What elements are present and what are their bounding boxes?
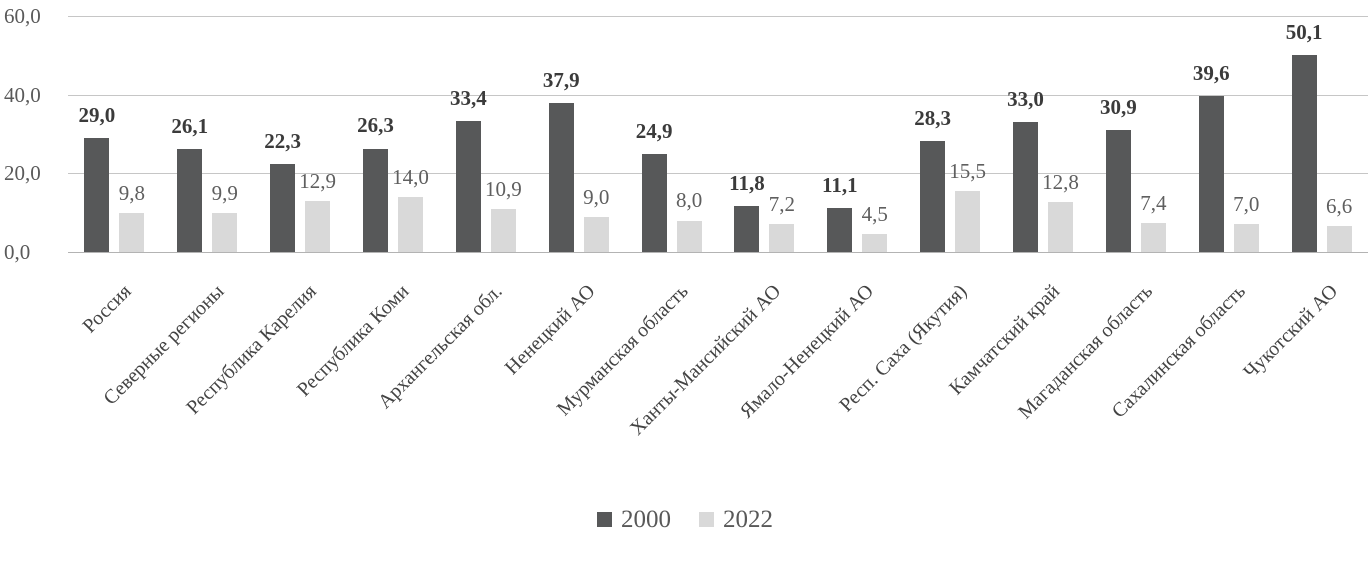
- bar-2022: [583, 216, 609, 252]
- legend-label: 2022: [723, 506, 773, 533]
- bar-2022: [119, 213, 145, 252]
- bar-2000: [920, 140, 946, 252]
- x-axis-label: Чукотский АО: [1239, 280, 1343, 384]
- value-label-2000: 33,0: [1007, 87, 1044, 112]
- bar-2022: [1048, 201, 1073, 252]
- bar-2000: [84, 137, 110, 252]
- value-label-2000: 22,3: [264, 129, 302, 154]
- value-label-2000: 26,3: [357, 113, 394, 138]
- bar-2022: [1140, 222, 1166, 252]
- bar-2022: [955, 191, 981, 252]
- y-axis-tick-label: 0,0: [4, 240, 31, 264]
- gridline-y60: [68, 16, 1368, 17]
- bar-2022: [862, 234, 888, 252]
- bar-2000: [641, 154, 667, 252]
- bar-2022: [490, 209, 516, 252]
- bar-2000: [1013, 122, 1038, 252]
- legend: 2000 2022: [0, 507, 1370, 532]
- value-label-2000: 29,0: [78, 102, 116, 127]
- gridline-y20: [68, 173, 1368, 175]
- value-label-2022: 9,9: [211, 180, 238, 205]
- bar-2022: [1326, 226, 1352, 252]
- bar-2000: [177, 149, 203, 252]
- value-label-2000: 33,4: [449, 85, 487, 110]
- bar-2000: [363, 148, 388, 252]
- bar-2000: [1198, 96, 1224, 252]
- bar-2000: [270, 164, 296, 252]
- bar-2000: [734, 205, 760, 252]
- value-label-2022: 4,5: [861, 202, 888, 227]
- x-axis-label: Россия: [78, 280, 136, 338]
- value-label-2000: 24,9: [635, 118, 673, 143]
- y-axis-tick-label: 20,0: [4, 161, 41, 186]
- value-label-2022: 15,5: [949, 158, 987, 183]
- y-axis-tick-label: 40,0: [4, 82, 41, 107]
- value-label-2000: 28,3: [914, 105, 952, 130]
- value-label-2022: 9,0: [583, 184, 610, 209]
- gridline-y40: [68, 94, 1368, 96]
- bar-2000: [548, 102, 574, 252]
- bar-2022: [305, 201, 331, 252]
- value-label-2022: 9,8: [118, 181, 146, 206]
- legend-swatch-icon: [597, 512, 612, 527]
- value-label-2022: 10,9: [484, 177, 522, 202]
- value-label-2022: 8,0: [675, 188, 703, 213]
- value-label-2000: 37,9: [542, 67, 580, 92]
- bar-2022: [1233, 224, 1259, 252]
- bar-2000: [1291, 54, 1317, 252]
- value-label-2022: 6,6: [1325, 193, 1353, 218]
- y-axis-tick-label: 60,0: [4, 4, 41, 28]
- gridline-y0: [68, 252, 1368, 253]
- bar-2022: [769, 223, 795, 252]
- legend-item-2022: 2022: [699, 507, 773, 532]
- bar-2000: [455, 120, 481, 252]
- value-label-2022: 14,0: [392, 164, 429, 189]
- legend-swatch-icon: [699, 512, 714, 527]
- value-label-2022: 12,8: [1042, 169, 1079, 194]
- bar-2000: [1105, 130, 1131, 252]
- value-label-2000: 11,8: [729, 170, 765, 195]
- value-label-2000: 50,1: [1285, 19, 1323, 44]
- bar-2022: [212, 213, 238, 252]
- value-label-2022: 7,4: [1140, 190, 1167, 215]
- bar-2022: [398, 196, 423, 252]
- x-axis-label: Ненецкий АО: [500, 280, 600, 380]
- value-label-2022: 7,0: [1233, 192, 1260, 217]
- value-label-2022: 7,2: [768, 191, 796, 216]
- legend-item-2000: 2000: [597, 507, 671, 532]
- value-label-2000: 26,1: [171, 114, 209, 139]
- value-label-2000: 30,9: [1099, 95, 1137, 120]
- bar-2022: [676, 220, 702, 252]
- value-label-2000: 39,6: [1192, 61, 1230, 86]
- legend-label: 2000: [621, 506, 671, 533]
- bar-2000: [827, 208, 853, 252]
- value-label-2000: 11,1: [821, 173, 858, 198]
- x-axis-label: Ханты-Мансийский АО: [625, 280, 786, 440]
- value-label-2022: 12,9: [299, 169, 337, 194]
